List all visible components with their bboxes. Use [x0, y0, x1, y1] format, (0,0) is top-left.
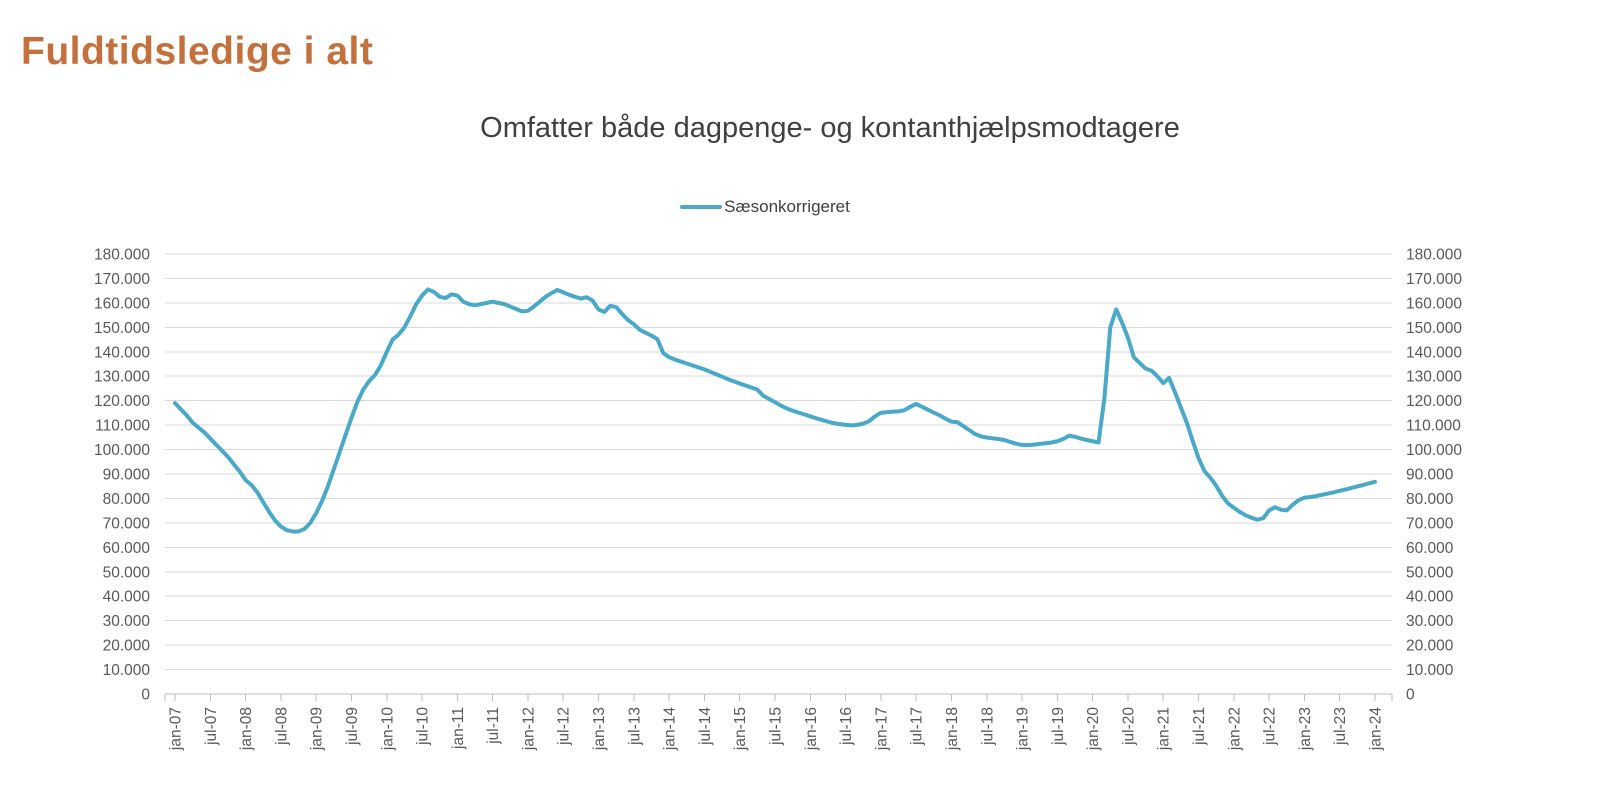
svg-text:70.000: 70.000 [103, 515, 151, 532]
svg-text:0: 0 [1406, 687, 1415, 704]
svg-text:90.000: 90.000 [103, 467, 151, 484]
svg-text:jan-20: jan-20 [1085, 707, 1102, 751]
svg-text:70.000: 70.000 [1406, 515, 1454, 532]
svg-text:jul-11: jul-11 [485, 707, 502, 745]
x-axis [164, 693, 1393, 701]
svg-text:90.000: 90.000 [1406, 467, 1454, 484]
svg-text:150.000: 150.000 [1406, 320, 1462, 337]
svg-text:jan-21: jan-21 [1156, 707, 1173, 751]
y-axis-labels-right: 180.000 170.000 160.000 150.000 140.000 130.0… [1406, 247, 1462, 704]
svg-text:jul-13: jul-13 [626, 707, 643, 746]
svg-text:jul-21: jul-21 [1191, 707, 1208, 746]
svg-text:jul-09: jul-09 [344, 707, 361, 746]
svg-text:jan-17: jan-17 [873, 707, 890, 751]
svg-text:170.000: 170.000 [94, 271, 150, 288]
svg-text:jan-19: jan-19 [1015, 707, 1032, 751]
svg-text:130.000: 130.000 [1406, 369, 1462, 386]
svg-text:110.000: 110.000 [95, 418, 150, 435]
svg-text:jan-18: jan-18 [944, 707, 961, 751]
svg-text:180.000: 180.000 [1406, 247, 1462, 264]
svg-text:jul-14: jul-14 [697, 707, 714, 746]
svg-text:jan-09: jan-09 [309, 707, 326, 751]
svg-text:jan-13: jan-13 [591, 707, 608, 751]
svg-text:140.000: 140.000 [1406, 344, 1462, 361]
svg-text:160.000: 160.000 [94, 295, 150, 312]
svg-text:20.000: 20.000 [1406, 638, 1454, 655]
svg-text:jul-07: jul-07 [203, 707, 220, 746]
svg-text:10.000: 10.000 [103, 662, 151, 679]
page-title: Fuldtidsledige i alt [21, 30, 374, 73]
svg-text:jan-15: jan-15 [732, 707, 749, 751]
svg-text:jan-11: jan-11 [450, 707, 467, 750]
svg-text:jul-20: jul-20 [1120, 707, 1137, 746]
svg-text:0: 0 [141, 687, 150, 704]
svg-text:40.000: 40.000 [1406, 589, 1454, 606]
svg-text:jul-17: jul-17 [909, 707, 926, 746]
svg-text:jul-23: jul-23 [1332, 707, 1349, 746]
legend: Sæsonkorrigeret [165, 197, 1365, 217]
svg-text:60.000: 60.000 [1406, 540, 1454, 557]
legend-label: Sæsonkorrigeret [724, 197, 850, 216]
svg-text:jul-12: jul-12 [556, 707, 573, 746]
svg-text:jan-07: jan-07 [168, 707, 185, 751]
svg-text:120.000: 120.000 [94, 393, 150, 410]
svg-text:140.000: 140.000 [94, 344, 150, 361]
svg-text:150.000: 150.000 [94, 320, 150, 337]
svg-text:120.000: 120.000 [1406, 393, 1462, 410]
svg-text:80.000: 80.000 [1406, 491, 1454, 508]
svg-text:jul-22: jul-22 [1262, 707, 1279, 746]
svg-text:80.000: 80.000 [103, 491, 151, 508]
svg-text:jul-18: jul-18 [979, 707, 996, 746]
svg-text:jan-12: jan-12 [520, 707, 537, 751]
chart-title: Omfatter både dagpenge- og kontanthjælps… [480, 112, 1180, 144]
svg-text:jan-23: jan-23 [1297, 707, 1314, 751]
svg-text:50.000: 50.000 [1406, 564, 1454, 581]
svg-text:30.000: 30.000 [103, 613, 151, 630]
svg-text:jan-24: jan-24 [1368, 707, 1385, 751]
svg-text:130.000: 130.000 [94, 369, 150, 386]
svg-text:170.000: 170.000 [1406, 271, 1462, 288]
svg-text:60.000: 60.000 [103, 540, 151, 557]
legend-line-swatch [680, 205, 723, 209]
series-line-saesonkorrigeret [173, 287, 1377, 534]
svg-text:20.000: 20.000 [103, 638, 151, 655]
gridlines [165, 253, 1392, 671]
svg-text:jan-16: jan-16 [803, 707, 820, 751]
svg-text:jul-16: jul-16 [838, 707, 855, 746]
svg-text:40.000: 40.000 [103, 589, 151, 606]
svg-text:10.000: 10.000 [1406, 662, 1454, 679]
svg-text:jul-15: jul-15 [768, 707, 785, 746]
svg-text:110.000: 110.000 [1406, 418, 1461, 435]
svg-text:jan-10: jan-10 [379, 707, 396, 751]
svg-text:jul-19: jul-19 [1050, 707, 1067, 746]
svg-text:jan-14: jan-14 [662, 707, 679, 751]
svg-text:180.000: 180.000 [94, 247, 150, 264]
svg-text:jan-08: jan-08 [238, 707, 255, 751]
svg-text:50.000: 50.000 [103, 564, 151, 581]
x-axis-labels: jan-07 jul-07 jan-08 jul-08 jan-09 jul-09 jan-… [168, 707, 1385, 751]
y-axis-labels-left: 180.000 170.000 160.000 150.000 140.000 130.0… [94, 247, 150, 704]
svg-text:jul-08: jul-08 [273, 707, 290, 746]
svg-text:100.000: 100.000 [94, 442, 150, 459]
svg-text:jan-22: jan-22 [1226, 707, 1243, 751]
svg-text:30.000: 30.000 [1406, 613, 1454, 630]
svg-text:jul-10: jul-10 [415, 707, 432, 746]
svg-text:160.000: 160.000 [1406, 295, 1462, 312]
svg-text:100.000: 100.000 [1406, 442, 1462, 459]
